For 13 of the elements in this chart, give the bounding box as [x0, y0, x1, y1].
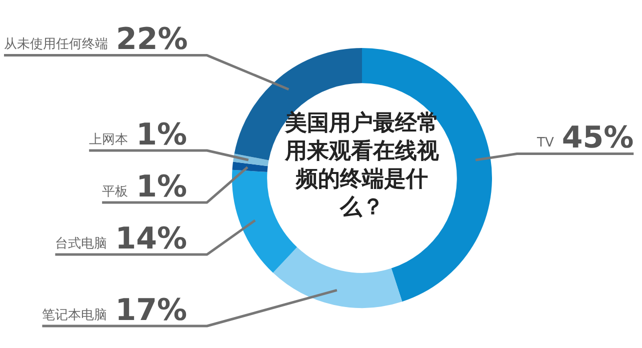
slice-label: 从未使用任何终端	[4, 37, 108, 52]
slice-label: 平板	[102, 184, 128, 200]
data-label: 17%	[115, 292, 188, 328]
slice-label: 上网本	[89, 132, 128, 148]
slice-label: 笔记本电脑	[42, 308, 108, 323]
data-label: 45%	[562, 120, 634, 156]
text: 美国用户最经常用来观看在线视频的终端是什么？	[284, 110, 440, 222]
data-label: 1%	[136, 169, 188, 204]
data-label: 22%	[116, 22, 188, 58]
slice-label: TV	[536, 136, 554, 151]
data-label: 14%	[115, 221, 188, 256]
slice-label: 台式电脑	[55, 236, 108, 252]
data-label: 1%	[136, 117, 188, 152]
